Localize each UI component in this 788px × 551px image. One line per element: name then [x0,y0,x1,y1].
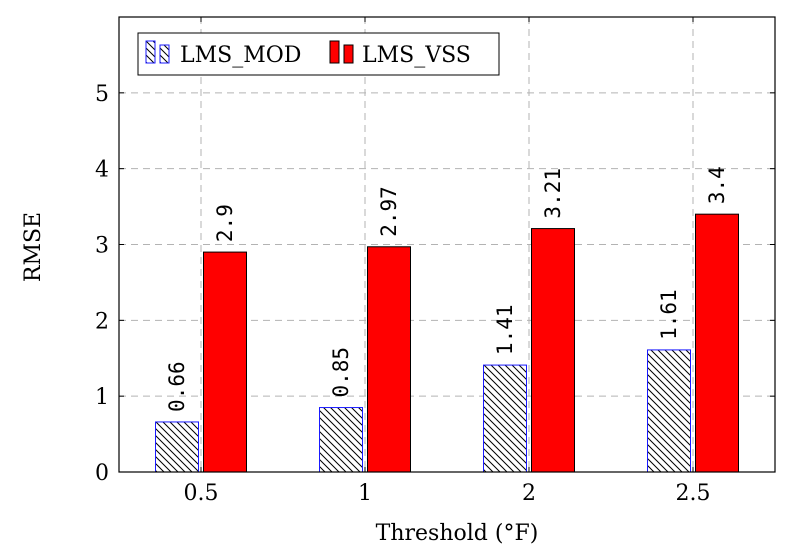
x-axis-label: Threshold (°F) [376,521,539,546]
legend-swatch-lms-vss [329,40,354,64]
x-tick-label: 2 [522,481,536,506]
y-tick-label: 0 [95,461,109,486]
bar-value-label: 1.41 [493,304,517,355]
bar-value-label: 1.61 [657,289,681,340]
bar-lms-vss-2.5 [695,213,739,473]
legend-swatch-bar [343,44,354,64]
bar-value-label: 0.66 [165,361,189,412]
legend-swatch-lms-mod [145,40,170,64]
x-tick-label: 0.5 [184,481,219,506]
legend-swatch-bar [329,40,340,64]
legend: LMS_MOD LMS_VSS [137,32,500,76]
bar-value-label: 3.21 [541,168,565,219]
y-axis-label: RMSE [21,212,46,282]
bar-lms-vss-2 [531,228,575,473]
bars [155,213,739,473]
y-tick-label: 5 [95,82,109,107]
bar-lms-mod-0.5 [155,421,199,473]
bar-lms-vss-0.5 [203,251,247,473]
legend-label-lms-mod: LMS_MOD [180,43,301,68]
legend-box [137,32,500,76]
bar-value-label: 2.9 [213,204,237,242]
legend-swatch-bar [159,44,170,64]
axis-ticks: 0 1 2 3 4 5 0.5 1 2 2.5 [95,17,775,506]
legend-swatch-bar [145,40,156,64]
bar-value-label: 2.97 [377,186,401,237]
bar-lms-mod-2.5 [647,349,691,473]
y-tick-label: 1 [95,385,109,410]
bar-value-label: 0.85 [329,347,353,398]
y-tick-label: 4 [95,158,109,183]
bar-lms-vss-1 [367,246,411,473]
bar-lms-mod-1 [319,407,363,473]
bar-lms-mod-2 [483,364,527,473]
y-tick-label: 3 [95,234,109,259]
y-tick-label: 2 [95,309,109,334]
bar-labels: 0.66 0.85 1.41 1.61 2.9 2.97 3.21 3.4 [165,166,729,412]
x-tick-label: 1 [358,481,372,506]
bar-value-label: 3.4 [705,166,729,204]
x-tick-label: 2.5 [676,481,711,506]
legend-label-lms-vss: LMS_VSS [362,43,471,68]
